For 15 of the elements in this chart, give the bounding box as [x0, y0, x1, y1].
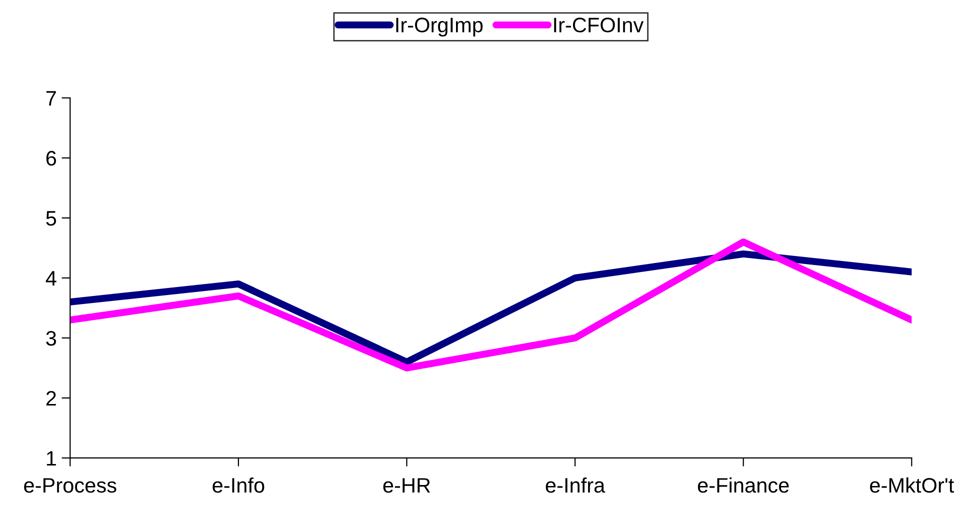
- x-tick-label: e-Finance: [698, 477, 789, 493]
- y-tick-label: 5: [46, 211, 56, 226]
- legend-label: Ir-OrgImp: [396, 18, 483, 37]
- x-tick-label: e-MktOr't: [870, 477, 954, 493]
- legend-label: Ir-CFOInv: [554, 18, 644, 32]
- y-tick-label: 2: [46, 390, 56, 406]
- x-tick-label: e-Process: [24, 478, 116, 493]
- x-tick-label: e-HR: [383, 478, 430, 493]
- x-tick-label: e-Info: [212, 477, 264, 493]
- y-tick-label: 3: [46, 330, 56, 346]
- y-tick-label: 4: [46, 271, 56, 286]
- x-tick-label: e-Infra: [546, 477, 606, 493]
- y-tick-label: 7: [46, 91, 56, 106]
- y-tick-label: 1: [46, 451, 56, 466]
- y-tick-label: 6: [46, 150, 56, 166]
